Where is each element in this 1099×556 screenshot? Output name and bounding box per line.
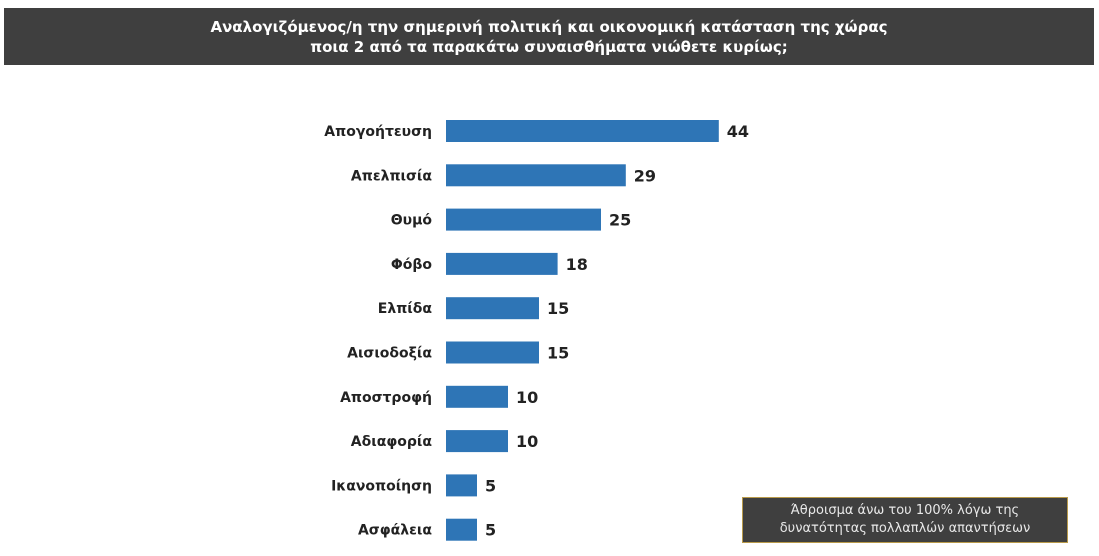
bar xyxy=(446,474,477,497)
data-label: 15 xyxy=(547,344,569,363)
bar xyxy=(446,341,539,364)
footnote-box: Άθροισμα άνω του 100% λόγω της δυνατότητ… xyxy=(742,497,1068,543)
data-label: 5 xyxy=(485,476,496,495)
data-label: 15 xyxy=(547,299,569,318)
bar xyxy=(446,252,558,275)
bar xyxy=(446,208,601,231)
bar xyxy=(446,518,477,541)
category-label: Αδιαφορία xyxy=(351,434,433,450)
category-label: Ασφάλεια xyxy=(358,523,432,539)
data-label: 29 xyxy=(634,166,656,185)
data-label: 10 xyxy=(516,432,538,451)
category-label: Ελπίδα xyxy=(378,301,433,317)
category-label: Θυμό xyxy=(391,213,433,229)
data-label: 25 xyxy=(609,211,631,230)
data-label: 10 xyxy=(516,388,538,407)
category-label: Αποστροφή xyxy=(340,390,432,406)
bar xyxy=(446,385,508,408)
data-label: 18 xyxy=(566,255,588,274)
data-label: 5 xyxy=(485,521,496,540)
data-label: 44 xyxy=(727,122,749,141)
note-line-2: δυνατότητας πολλαπλών απαντήσεων xyxy=(779,521,1031,536)
bar xyxy=(446,164,626,187)
category-label: Ικανοποίηση xyxy=(331,478,432,494)
bar xyxy=(446,297,539,320)
category-label: Φόβο xyxy=(391,257,433,273)
category-label: Απελπισία xyxy=(351,168,432,184)
note-line-1: Άθροισμα άνω του 100% λόγω της xyxy=(790,503,1020,518)
bar xyxy=(446,120,719,142)
chart-title: Αναλογιζόμενος/η την σημερινή πολιτική κ… xyxy=(4,8,1094,65)
category-label: Αισιοδοξία xyxy=(347,346,432,362)
bar xyxy=(446,430,508,453)
title-line-1: Αναλογιζόμενος/η την σημερινή πολιτική κ… xyxy=(210,17,888,36)
title-line-2: ποια 2 από τα παρακάτω συναισθήματα νιώθ… xyxy=(310,37,788,56)
category-label: Απογοήτευση xyxy=(324,124,432,140)
